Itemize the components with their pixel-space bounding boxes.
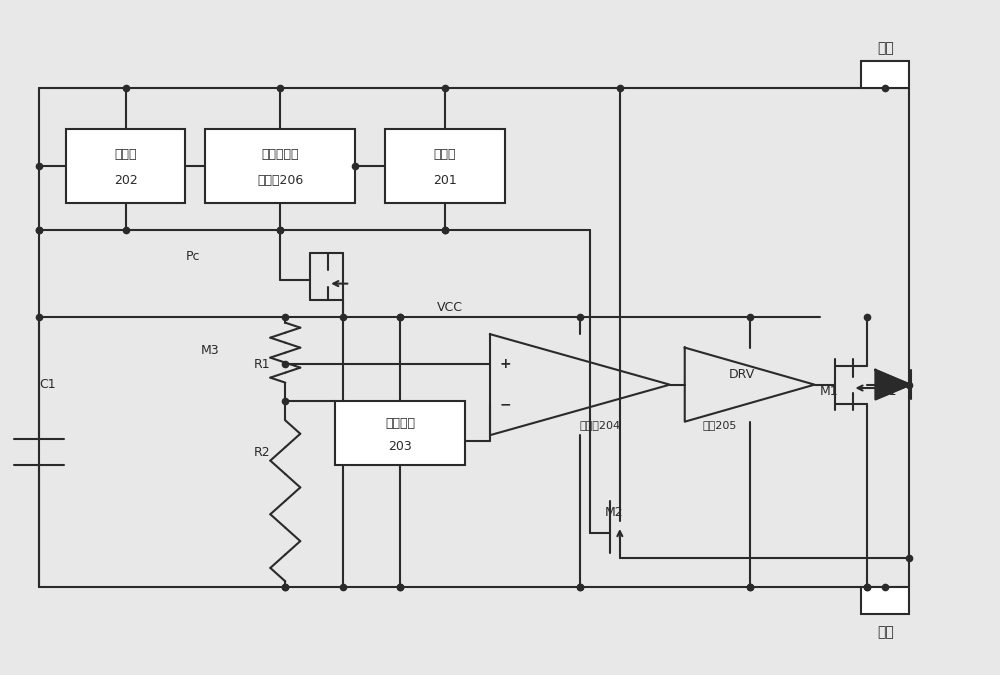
Text: M2: M2 <box>605 506 623 519</box>
Bar <box>385 129 505 202</box>
Text: R1: R1 <box>254 358 270 371</box>
Bar <box>66 129 185 202</box>
Bar <box>335 402 465 466</box>
Text: 201: 201 <box>433 174 457 187</box>
Text: −: − <box>499 398 511 412</box>
Text: 生电路206: 生电路206 <box>257 174 303 187</box>
Text: C1: C1 <box>39 378 56 391</box>
Text: Pc: Pc <box>185 250 200 263</box>
Text: +: + <box>499 358 511 371</box>
Text: R2: R2 <box>254 446 270 458</box>
Bar <box>205 129 355 202</box>
Text: 阴极: 阴极 <box>877 41 894 55</box>
Text: 203: 203 <box>388 440 412 453</box>
Bar <box>861 587 909 614</box>
Bar <box>861 61 909 88</box>
Text: 振荡器: 振荡器 <box>434 148 456 161</box>
Text: 基准电路: 基准电路 <box>385 417 415 431</box>
Text: 驱动205: 驱动205 <box>703 420 737 430</box>
Text: DRV: DRV <box>728 368 755 381</box>
Text: 分时脉冲产: 分时脉冲产 <box>262 148 299 161</box>
Polygon shape <box>875 370 911 400</box>
Text: D1: D1 <box>879 385 897 398</box>
Text: VCC: VCC <box>437 300 463 314</box>
Text: 电荷泵: 电荷泵 <box>114 148 137 161</box>
Text: 阳极: 阳极 <box>877 625 894 639</box>
Text: M3: M3 <box>200 344 219 358</box>
Text: M1: M1 <box>820 385 838 398</box>
Text: 202: 202 <box>114 174 137 187</box>
Text: 比较器204: 比较器204 <box>579 420 620 430</box>
